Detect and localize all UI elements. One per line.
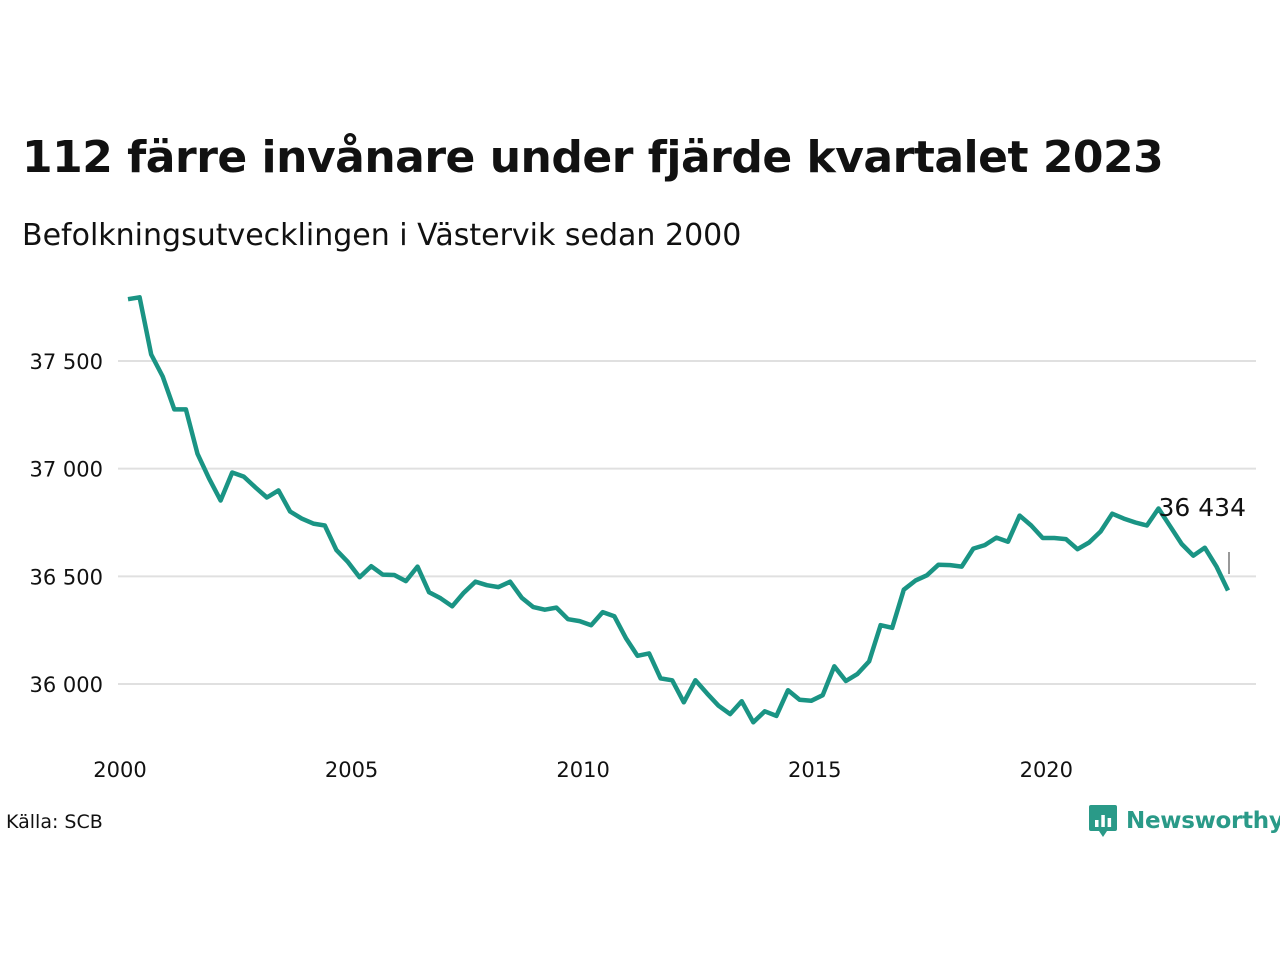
y-axis: 36 000 36 500 37 000 37 500 bbox=[30, 350, 103, 697]
gridlines bbox=[118, 360, 1256, 685]
y-tick-label: 37 500 bbox=[30, 350, 103, 374]
x-tick-label: 2020 bbox=[1020, 758, 1073, 782]
annotation-layer: 36 434 bbox=[1159, 493, 1246, 574]
x-axis: 2000 2005 2010 2015 2020 bbox=[93, 758, 1073, 782]
newsworthy-logo-text: Newsworthy bbox=[1126, 808, 1280, 834]
series-layer bbox=[127, 295, 1231, 725]
x-tick-label: 2015 bbox=[788, 758, 841, 782]
y-tick-label: 36 000 bbox=[30, 673, 103, 697]
end-value-label: 36 434 bbox=[1159, 493, 1246, 522]
x-tick-label: 2000 bbox=[93, 758, 146, 782]
source-note: Källa: SCB bbox=[6, 811, 103, 833]
x-tick-label: 2010 bbox=[556, 758, 609, 782]
y-tick-label: 36 500 bbox=[30, 565, 103, 589]
newsworthy-logo: Newsworthy bbox=[1088, 803, 1280, 839]
population-line bbox=[127, 295, 1231, 725]
y-tick-label: 37 000 bbox=[30, 458, 103, 482]
chart-title: 112 färre invånare under fjärde kvartale… bbox=[22, 132, 1164, 183]
newsworthy-logo-icon bbox=[1089, 805, 1117, 837]
chart-subtitle: Befolkningsutvecklingen i Västervik seda… bbox=[22, 218, 742, 253]
x-tick-label: 2005 bbox=[325, 758, 378, 782]
